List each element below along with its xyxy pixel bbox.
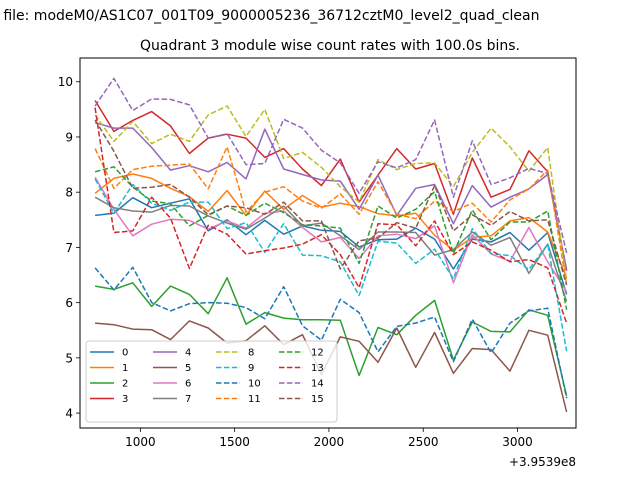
series-line-0 — [95, 196, 568, 295]
plot-series-layer — [94, 77, 568, 413]
x-tick-label: 3000 — [502, 435, 533, 449]
legend-label-11: 11 — [248, 394, 261, 405]
series-line-15 — [94, 119, 568, 286]
y-tick-label: 6 — [65, 296, 73, 310]
x-tick-label: 1500 — [219, 435, 250, 449]
y-tick-label: 9 — [65, 130, 73, 144]
series-line-3 — [94, 100, 568, 271]
legend-label-2: 2 — [122, 379, 128, 390]
legend-label-14: 14 — [311, 379, 324, 390]
series-line-4 — [94, 121, 568, 270]
series-line-11 — [94, 146, 568, 285]
series-line-7 — [94, 196, 568, 302]
y-tick-label: 8 — [65, 186, 73, 200]
legend-label-1: 1 — [122, 363, 128, 374]
series-line-14 — [94, 77, 568, 254]
chart-title: Quadrant 3 module wise count rates with … — [140, 38, 520, 54]
plot-frame — [79, 57, 577, 429]
series-line-6 — [94, 176, 568, 293]
series-line-1 — [94, 173, 568, 279]
legend-label-5: 5 — [185, 363, 191, 374]
series-line-10 — [94, 266, 568, 399]
legend-label-3: 3 — [122, 394, 128, 405]
x-tick-label: 2000 — [314, 435, 345, 449]
y-tick-label: 4 — [65, 407, 73, 421]
x-offset-label: +3.9539e8 — [509, 455, 576, 469]
legend-box — [85, 340, 338, 423]
legend-label-15: 15 — [311, 394, 324, 405]
y-tick-label: 5 — [65, 351, 73, 365]
series-line-9 — [94, 178, 568, 352]
legend-label-8: 8 — [248, 348, 254, 359]
legend-label-10: 10 — [248, 379, 261, 390]
legend-label-0: 0 — [122, 348, 128, 359]
legend-label-6: 6 — [185, 379, 191, 390]
figure-suptitle: n file: modeM0/AS1C07_001T09_9000005236_… — [0, 8, 539, 24]
legend-label-4: 4 — [185, 348, 191, 359]
series-line-8 — [94, 105, 568, 281]
legend-label-13: 13 — [311, 363, 324, 374]
y-tick-label: 7 — [65, 241, 73, 255]
series-line-12 — [94, 166, 568, 310]
legend-label-7: 7 — [185, 394, 191, 405]
x-tick-label: 1000 — [125, 435, 156, 449]
y-tick-label: 10 — [58, 75, 73, 89]
legend-label-12: 12 — [311, 348, 324, 359]
legend-label-9: 9 — [248, 363, 254, 374]
x-tick-label: 2500 — [408, 435, 439, 449]
